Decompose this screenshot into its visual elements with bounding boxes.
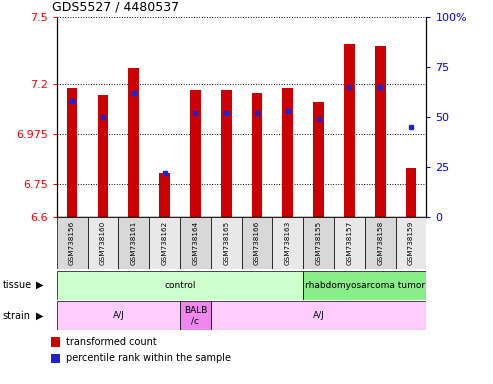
Text: BALB
/c: BALB /c bbox=[184, 306, 207, 326]
Text: tissue: tissue bbox=[2, 280, 32, 290]
Bar bbox=[57, 271, 303, 300]
Bar bbox=[344, 44, 355, 217]
Text: GSM738159: GSM738159 bbox=[408, 221, 414, 265]
Bar bbox=[282, 88, 293, 217]
FancyBboxPatch shape bbox=[395, 217, 426, 269]
FancyBboxPatch shape bbox=[242, 217, 272, 269]
Text: GSM738166: GSM738166 bbox=[254, 221, 260, 265]
Text: GSM738157: GSM738157 bbox=[347, 221, 352, 265]
FancyBboxPatch shape bbox=[334, 217, 365, 269]
FancyBboxPatch shape bbox=[211, 217, 242, 269]
Bar bbox=[51, 337, 60, 347]
Text: GSM738163: GSM738163 bbox=[285, 221, 291, 265]
Text: rhabdomyosarcoma tumor: rhabdomyosarcoma tumor bbox=[305, 281, 425, 290]
Text: GSM738161: GSM738161 bbox=[131, 221, 137, 265]
Text: GSM738162: GSM738162 bbox=[162, 221, 168, 265]
Text: A/J: A/J bbox=[313, 311, 324, 320]
Text: strain: strain bbox=[2, 311, 31, 321]
Text: A/J: A/J bbox=[112, 311, 124, 320]
Text: GSM738160: GSM738160 bbox=[100, 221, 106, 265]
FancyBboxPatch shape bbox=[180, 217, 211, 269]
Bar bbox=[57, 301, 180, 330]
Bar bbox=[313, 102, 324, 217]
Bar bbox=[180, 301, 211, 330]
Bar bbox=[67, 88, 77, 217]
Bar bbox=[190, 91, 201, 217]
FancyBboxPatch shape bbox=[149, 217, 180, 269]
Text: percentile rank within the sample: percentile rank within the sample bbox=[66, 353, 231, 363]
Bar bbox=[51, 354, 60, 363]
Text: transformed count: transformed count bbox=[66, 337, 157, 347]
FancyBboxPatch shape bbox=[303, 217, 334, 269]
Bar bbox=[221, 91, 232, 217]
Text: GSM738158: GSM738158 bbox=[377, 221, 383, 265]
FancyBboxPatch shape bbox=[272, 217, 303, 269]
Bar bbox=[211, 301, 426, 330]
Bar bbox=[128, 68, 139, 217]
Bar bbox=[98, 95, 108, 217]
Bar bbox=[303, 271, 426, 300]
FancyBboxPatch shape bbox=[365, 217, 395, 269]
Bar bbox=[375, 46, 386, 217]
Text: ▶: ▶ bbox=[35, 311, 43, 321]
FancyBboxPatch shape bbox=[118, 217, 149, 269]
Bar bbox=[251, 93, 262, 217]
Bar bbox=[159, 172, 170, 217]
Text: GSM738164: GSM738164 bbox=[192, 221, 198, 265]
Text: ▶: ▶ bbox=[35, 280, 43, 290]
FancyBboxPatch shape bbox=[88, 217, 118, 269]
Text: control: control bbox=[164, 281, 196, 290]
Text: GSM738155: GSM738155 bbox=[316, 221, 321, 265]
Text: GDS5527 / 4480537: GDS5527 / 4480537 bbox=[52, 0, 179, 13]
Text: GSM738165: GSM738165 bbox=[223, 221, 229, 265]
Text: GSM738156: GSM738156 bbox=[69, 221, 75, 265]
FancyBboxPatch shape bbox=[57, 217, 88, 269]
Bar bbox=[406, 168, 417, 217]
